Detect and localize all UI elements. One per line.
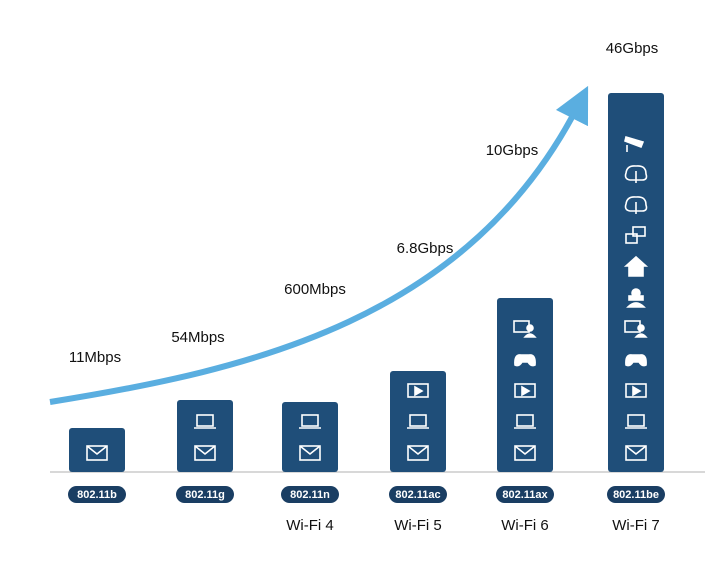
icon-laptop xyxy=(194,414,216,429)
speed-label: 11Mbps xyxy=(69,349,121,366)
speed-label: 54Mbps xyxy=(171,329,224,346)
icon-part xyxy=(624,165,648,181)
icon-part xyxy=(634,333,648,338)
icon-part xyxy=(632,226,646,237)
icon-part xyxy=(624,135,645,149)
standard-pill xyxy=(281,486,339,503)
speed-label: 6.8Gbps xyxy=(397,240,454,257)
icon-cloud xyxy=(624,165,648,183)
icon-part xyxy=(637,324,645,332)
icon-laptop xyxy=(407,414,429,429)
icon-part xyxy=(299,445,321,456)
icon-part xyxy=(626,302,646,308)
icon-part xyxy=(625,233,638,244)
icon-mail xyxy=(299,445,321,461)
icon-mail xyxy=(86,445,108,461)
icon-part xyxy=(86,445,108,456)
standard-label: 802.11ax xyxy=(502,489,548,501)
icon-present xyxy=(513,320,537,338)
speed-label: 10Gbps xyxy=(486,142,539,159)
icon-part xyxy=(196,414,214,427)
bar xyxy=(497,298,553,472)
icon-part xyxy=(86,445,108,461)
icon-part xyxy=(301,414,319,427)
icon-part xyxy=(407,445,429,461)
icon-mail xyxy=(625,445,647,461)
icon-mail xyxy=(194,445,216,461)
icon-part xyxy=(514,383,536,398)
icon-camera xyxy=(624,135,645,152)
icon-part xyxy=(407,445,429,456)
bar xyxy=(282,402,338,472)
standard-label: 802.11g xyxy=(185,489,225,501)
icon-part xyxy=(623,255,649,277)
icon-mail xyxy=(407,445,429,461)
growth-arrow xyxy=(49,85,589,405)
bar xyxy=(608,93,664,472)
icon-part xyxy=(624,196,648,212)
icon-part xyxy=(414,385,424,397)
speed-label: 46Gbps xyxy=(606,40,659,57)
icon-part xyxy=(299,445,321,461)
icon-part xyxy=(514,445,536,461)
icon-part xyxy=(625,445,647,461)
bar xyxy=(390,371,446,472)
icon-part xyxy=(526,324,534,332)
icon-part xyxy=(632,385,642,397)
wifi-name: Wi-Fi 5 xyxy=(394,517,442,534)
standard-pill xyxy=(176,486,234,503)
icon-present xyxy=(624,320,648,338)
icon-video xyxy=(407,383,429,398)
icon-laptop xyxy=(299,414,321,429)
standard-label: 802.11be xyxy=(613,489,659,501)
icon-screens xyxy=(625,226,646,244)
icon-game xyxy=(625,354,647,367)
bar xyxy=(177,400,233,472)
icon-part xyxy=(625,383,647,398)
standard-label: 802.11n xyxy=(290,489,330,501)
wifi-name: Wi-Fi 4 xyxy=(286,517,334,534)
standard-label: 802.11ac xyxy=(395,489,440,501)
icon-cloud xyxy=(624,196,648,214)
icon-home xyxy=(623,255,649,277)
icon-video xyxy=(514,383,536,398)
standard-pill xyxy=(68,486,126,503)
icon-part xyxy=(628,295,644,301)
icon-part xyxy=(523,333,537,338)
icon-part xyxy=(514,445,536,456)
icon-part xyxy=(625,354,647,367)
icon-video xyxy=(625,383,647,398)
icon-mail xyxy=(514,445,536,461)
icon-game xyxy=(514,354,536,367)
icon-part xyxy=(516,414,534,427)
standard-pill xyxy=(389,486,447,503)
icon-part xyxy=(407,383,429,398)
wifi-name: Wi-Fi 6 xyxy=(501,517,549,534)
icon-part xyxy=(194,445,216,456)
icon-part xyxy=(514,354,536,367)
wifi-name: Wi-Fi 7 xyxy=(612,517,660,534)
standard-pill xyxy=(496,486,554,503)
icon-part xyxy=(625,445,647,456)
icon-part xyxy=(627,414,645,427)
standard-label: 802.11b xyxy=(77,489,117,501)
standard-pill xyxy=(607,486,665,503)
icon-laptop xyxy=(625,414,647,429)
icon-vr xyxy=(626,288,646,308)
bar xyxy=(69,428,125,472)
icon-part xyxy=(521,385,531,397)
icon-part xyxy=(409,414,427,427)
speed-label: 600Mbps xyxy=(284,281,346,298)
icon-laptop xyxy=(514,414,536,429)
icon-part xyxy=(194,445,216,461)
